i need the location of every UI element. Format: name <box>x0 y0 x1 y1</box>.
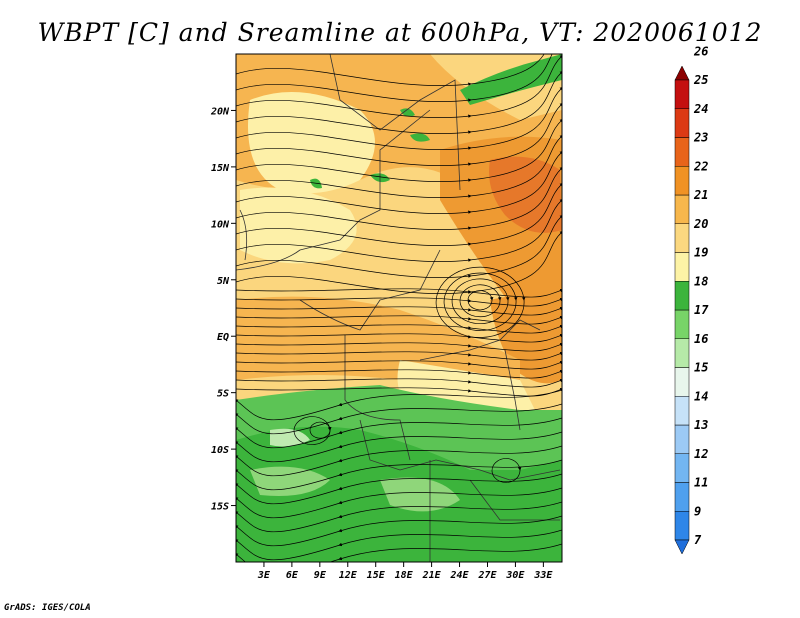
streamlines <box>236 54 562 562</box>
colorbar-label: 12 <box>694 447 708 461</box>
lon-tick-label: 24E <box>450 570 470 581</box>
colorbar-swatch <box>674 482 690 512</box>
colorbar-swatch <box>674 166 690 196</box>
grads-credit: GrADS: IGES/COLA <box>4 603 91 613</box>
lat-tick-label: 15N <box>211 163 230 174</box>
lat-tick-label: EQ <box>217 332 229 343</box>
lon-tick-label: 27E <box>477 570 497 581</box>
colorbar-swatch <box>674 338 690 368</box>
colorbar-swatch <box>674 223 690 253</box>
lon-tick-label: 9E <box>314 570 327 581</box>
colorbar-swatch <box>674 137 690 167</box>
colorbar-label: 25 <box>693 73 708 87</box>
colorbar-label: 19 <box>694 246 708 260</box>
colorbar-label: 16 <box>694 332 708 346</box>
map-frame <box>235 53 563 563</box>
colorbar-label: 7 <box>694 533 702 547</box>
lat-tick-label: 20N <box>210 106 230 117</box>
lat-tick-label: 5S <box>217 389 229 400</box>
colorbar: 7 9 11 12 13 14 15 16 17 18 19 20 21 22 23 24 25 26 <box>674 44 709 555</box>
lat-tick-label: 15S <box>211 502 229 513</box>
lon-tick-label: 21E <box>422 570 442 581</box>
colorbar-swatch <box>674 194 690 224</box>
colorbar-swatch <box>674 511 690 541</box>
colorbar-swatch <box>674 396 690 426</box>
colorbar-label: 13 <box>694 418 708 432</box>
map-title: WBPT [C] and Sreamline at 600hPa, VT: 20… <box>37 18 763 47</box>
colorbar-label: 20 <box>693 217 708 231</box>
lon-tick-label: 15E <box>367 570 386 581</box>
lon-tick-label: 12E <box>339 570 358 581</box>
latitude-axis: 20N 15N 10N 5N EQ 5S 10S 15S <box>210 106 236 513</box>
colorbar-swatch <box>674 79 690 109</box>
colorbar-label: 15 <box>694 361 708 375</box>
lon-tick-label: 6E <box>286 570 299 581</box>
colorbar-top-arrow <box>674 65 690 81</box>
colorbar-swatch <box>674 281 690 311</box>
map-plot-area <box>236 54 562 562</box>
colorbar-label: 21 <box>693 188 708 202</box>
lat-tick-label: 10N <box>211 219 230 230</box>
colorbar-label: 23 <box>693 131 708 145</box>
lon-tick-label: 3E <box>257 570 271 581</box>
colorbar-swatch <box>674 108 690 138</box>
colorbar-label: 14 <box>694 389 708 403</box>
colorbar-label: 11 <box>694 476 708 490</box>
lat-tick-label: 10S <box>211 445 229 456</box>
colorbar-label: 18 <box>694 274 708 288</box>
colorbar-swatch <box>674 367 690 397</box>
lat-tick-label: 5N <box>217 276 230 287</box>
colorbar-label: 24 <box>693 102 708 116</box>
colorbar-label: 22 <box>693 159 708 173</box>
colorbar-bottom-arrow <box>674 539 690 555</box>
colorbar-swatch <box>674 309 690 339</box>
colorbar-swatch <box>674 453 690 483</box>
colorbar-label: 17 <box>694 303 709 317</box>
colorbar-swatch <box>674 252 690 282</box>
lon-tick-label: 33E <box>533 570 553 581</box>
lon-tick-label: 18E <box>395 570 414 581</box>
longitude-axis: 3E 6E 9E 12E 15E 18E 21E 24E 27E 30E 33E <box>257 562 553 581</box>
lon-tick-label: 30E <box>505 570 525 581</box>
colorbar-label: 9 <box>694 504 701 518</box>
colorbar-swatch <box>674 424 690 454</box>
colorbar-label: 26 <box>693 44 708 58</box>
